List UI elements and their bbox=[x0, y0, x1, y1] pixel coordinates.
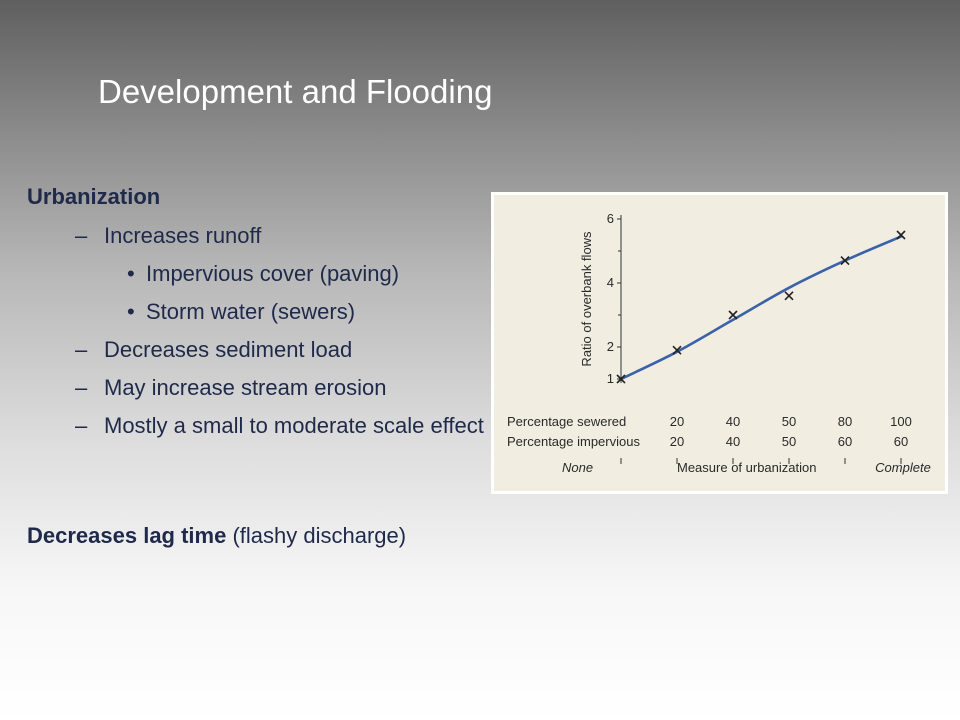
impervious-value: 40 bbox=[726, 434, 740, 449]
bullet-item: – Increases runoff bbox=[27, 221, 497, 250]
y-tick-label: 4 bbox=[607, 275, 614, 290]
x-label-none: None bbox=[562, 460, 593, 475]
urbanization-chart: 1 2 4 6 Percentage sewered Percentage imperv… bbox=[507, 211, 931, 475]
section-heading: Urbanization bbox=[27, 184, 161, 209]
flow-ratio-line bbox=[619, 235, 903, 381]
data-point-marker bbox=[616, 374, 626, 384]
x-label-complete: Complete bbox=[875, 460, 931, 475]
y-tick-label: 6 bbox=[607, 211, 614, 226]
bullet-text: Decreases sediment load bbox=[104, 337, 353, 362]
lag-time-rest: (flashy discharge) bbox=[226, 523, 407, 548]
sewered-value: 20 bbox=[670, 414, 684, 429]
impervious-value: 60 bbox=[838, 434, 852, 449]
data-point-marker bbox=[896, 230, 906, 240]
x-axis-table: Percentage sewered Percentage impervious 2… bbox=[507, 414, 931, 475]
dash-bullet: – bbox=[75, 413, 88, 438]
impervious-value: 50 bbox=[782, 434, 796, 449]
chart-frame: 1 2 4 6 Percentage sewered Percentage imperv… bbox=[491, 192, 948, 494]
bullet-text: Mostly a small to moderate scale effect bbox=[104, 413, 484, 438]
y-tick-label: 1 bbox=[607, 371, 614, 386]
impervious-value: 20 bbox=[670, 434, 684, 449]
sub-bullet-item: • Storm water (sewers) bbox=[27, 297, 497, 326]
sewered-value: 50 bbox=[782, 414, 796, 429]
bullet-item: – May increase stream erosion bbox=[27, 373, 497, 402]
dash-bullet: – bbox=[75, 337, 88, 362]
slide-title: Development and Flooding bbox=[98, 73, 493, 110]
sub-bullet-item: • Impervious cover (paving) bbox=[27, 259, 497, 288]
bullet-text: May increase stream erosion bbox=[104, 375, 387, 400]
impervious-value: 60 bbox=[894, 434, 908, 449]
dot-bullet: • bbox=[127, 261, 135, 286]
x-axis-label: Measure of urbanization bbox=[677, 460, 816, 475]
row-label-impervious: Percentage impervious bbox=[507, 434, 640, 449]
y-ticks: 1 2 4 6 bbox=[607, 211, 621, 386]
bullet-text: Storm water (sewers) bbox=[146, 299, 356, 324]
data-point-marker bbox=[728, 310, 738, 320]
dash-bullet: – bbox=[75, 223, 88, 248]
data-point-marker bbox=[784, 291, 794, 301]
y-axis-label: Ratio of overbank flows bbox=[579, 231, 594, 367]
row-label-sewered: Percentage sewered bbox=[507, 414, 626, 429]
bullet-item: – Decreases sediment load bbox=[27, 335, 497, 364]
data-point-marker bbox=[840, 256, 850, 266]
chart-panel: 1 2 4 6 Percentage sewered Percentage imperv… bbox=[494, 195, 945, 491]
dot-bullet: • bbox=[127, 299, 135, 324]
dash-bullet: – bbox=[75, 375, 88, 400]
y-tick-label: 2 bbox=[607, 339, 614, 354]
sewered-value: 80 bbox=[838, 414, 852, 429]
bullet-text: Impervious cover (paving) bbox=[146, 261, 400, 286]
sewered-value: 100 bbox=[890, 414, 912, 429]
lag-time-bold: Decreases lag time bbox=[27, 523, 227, 548]
sewered-value: 40 bbox=[726, 414, 740, 429]
bullet-item: – Mostly a small to moderate scale effect bbox=[27, 411, 499, 440]
lag-time-line: Decreases lag time (flashy discharge) bbox=[27, 521, 406, 551]
data-markers bbox=[616, 230, 906, 384]
bullet-text: Increases runoff bbox=[104, 223, 262, 248]
data-point-marker bbox=[672, 345, 682, 355]
bullet-list: Urbanization – Increases runoff • Impervio… bbox=[27, 182, 497, 440]
